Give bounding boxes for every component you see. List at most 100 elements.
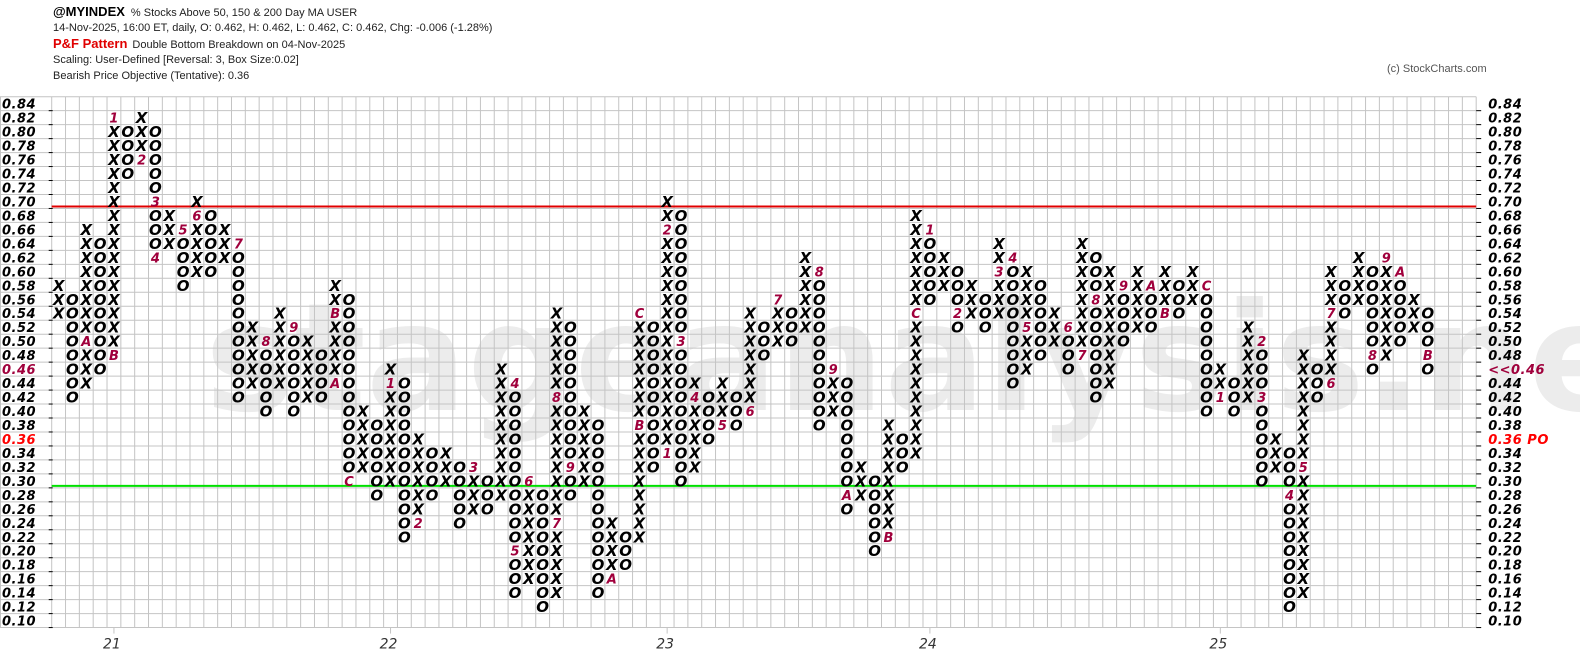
x-box: X <box>245 319 259 337</box>
o-box: O <box>1421 305 1434 323</box>
o-box: O <box>1366 319 1379 337</box>
o-box: O <box>868 500 881 518</box>
o-box: O <box>149 165 162 183</box>
y-axis-label-left: 0.16 <box>2 573 36 588</box>
o-box: O <box>1117 319 1130 337</box>
x-box: X <box>1269 444 1283 462</box>
o-box: O <box>1255 416 1268 434</box>
x-box: X <box>1380 333 1394 351</box>
o-box: O <box>841 389 854 407</box>
o-box: O <box>1200 403 1213 421</box>
o-box: O <box>149 151 162 169</box>
x-box: X <box>1324 347 1338 365</box>
x-box: X <box>79 235 93 253</box>
y-axis-label-left: 0.24 <box>2 517 36 532</box>
month-marker: 8 <box>552 391 561 406</box>
x-box: X <box>577 403 591 421</box>
o-box: O <box>260 347 273 365</box>
y-axis-label-right: 0.26 <box>1488 503 1522 518</box>
o-box: O <box>1172 305 1185 323</box>
month-marker: B <box>1160 307 1170 322</box>
x-box: X <box>1241 319 1255 337</box>
x-box: X <box>743 361 757 379</box>
x-box: X <box>550 542 564 560</box>
o-box: O <box>675 444 688 462</box>
o-box: O <box>1145 291 1158 309</box>
o-box: O <box>177 249 190 267</box>
o-box: O <box>1255 361 1268 379</box>
month-marker: 8 <box>1368 349 1377 364</box>
o-box: O <box>979 291 992 309</box>
x-box: X <box>1269 458 1283 476</box>
month-marker: A <box>1145 279 1156 294</box>
o-box: O <box>1366 277 1379 295</box>
x-box: X <box>162 221 176 239</box>
x-box: X <box>1103 277 1117 295</box>
o-box: O <box>509 514 522 532</box>
x-box: X <box>1297 500 1311 518</box>
o-box: O <box>675 347 688 365</box>
x-box: X <box>633 347 647 365</box>
o-box: O <box>453 472 466 490</box>
y-axis-label-right: 0.68 <box>1488 209 1522 224</box>
o-box: O <box>1255 430 1268 448</box>
o-box: O <box>426 458 439 476</box>
month-marker: 9 <box>566 461 575 476</box>
x-box: X <box>107 277 121 295</box>
x-box: X <box>384 458 398 476</box>
o-box: O <box>66 305 79 323</box>
x-box: X <box>494 389 508 407</box>
o-box: O <box>924 235 937 253</box>
x-box: X <box>882 472 896 490</box>
x-box: X <box>660 235 674 253</box>
x-box: X <box>660 319 674 337</box>
x-box: X <box>909 207 923 225</box>
x-box: X <box>328 361 342 379</box>
x-box: X <box>605 542 619 560</box>
o-box: O <box>287 389 300 407</box>
x-box: X <box>660 416 674 434</box>
y-axis-label-right: 0.52 <box>1488 321 1522 336</box>
o-box: O <box>1366 333 1379 351</box>
o-box: O <box>177 235 190 253</box>
month-marker: A <box>329 377 340 392</box>
x-box: X <box>1297 361 1311 379</box>
o-box: O <box>94 305 107 323</box>
o-box: O <box>896 430 909 448</box>
x-box: X <box>107 165 121 183</box>
o-box: O <box>647 416 660 434</box>
o-box: O <box>841 375 854 393</box>
x-box: X <box>660 403 674 421</box>
o-box: O <box>675 416 688 434</box>
x-box: X <box>882 486 896 504</box>
o-box: O <box>647 430 660 448</box>
o-box: O <box>287 375 300 393</box>
month-marker: 1 <box>925 223 934 238</box>
x-box: X <box>633 403 647 421</box>
x-box: X <box>79 375 93 393</box>
month-marker: 4 <box>150 251 160 266</box>
x-box: X <box>550 430 564 448</box>
x-box: X <box>660 375 674 393</box>
month-marker: 2 <box>414 517 423 532</box>
x-box: X <box>107 319 121 337</box>
o-box: O <box>1394 305 1407 323</box>
o-box: O <box>564 472 577 490</box>
y-axis-label-right: 0.32 <box>1488 461 1522 476</box>
o-box: O <box>66 361 79 379</box>
x-box: X <box>245 361 259 379</box>
x-box: X <box>1380 305 1394 323</box>
y-axis-label-left: 0.64 <box>2 237 36 252</box>
x-box: X <box>273 319 287 337</box>
y-axis-label-left: 0.46 <box>2 363 36 378</box>
o-box: O <box>592 584 605 602</box>
x-box: X <box>190 235 204 253</box>
o-box: O <box>1089 347 1102 365</box>
x-box: X <box>1380 347 1394 365</box>
o-box: O <box>398 389 411 407</box>
o-box: O <box>1089 319 1102 337</box>
x-box: X <box>52 277 66 295</box>
o-box: O <box>121 151 134 169</box>
o-box: O <box>1283 444 1296 462</box>
y-axis-label-left: 0.68 <box>2 209 36 224</box>
